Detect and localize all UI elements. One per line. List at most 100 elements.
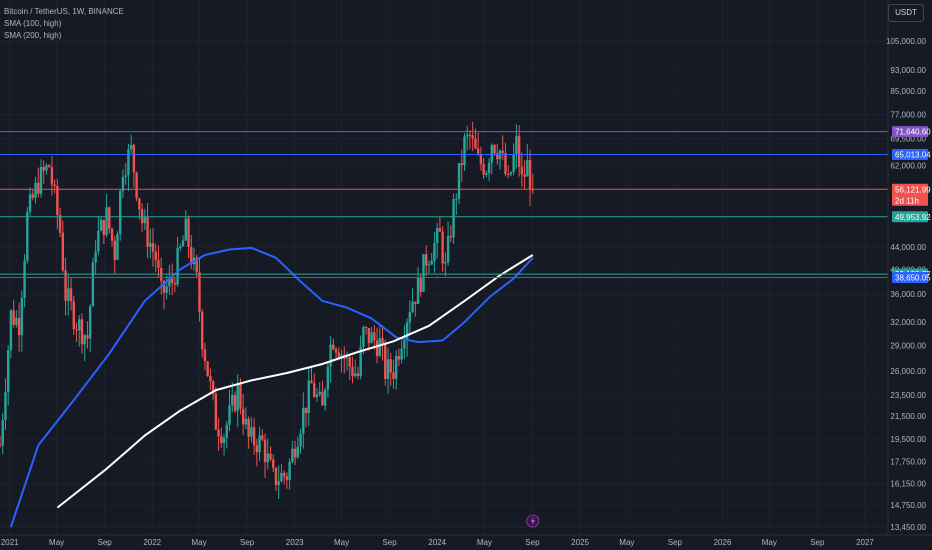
candle: [244, 407, 248, 430]
candle-body: [119, 191, 122, 234]
x-tick-label: May: [192, 538, 207, 547]
level-badge-bg: [892, 183, 928, 206]
candle-body: [263, 439, 267, 463]
candle-body: [400, 348, 403, 360]
candle: [263, 433, 267, 478]
candle: [504, 142, 507, 177]
lightning-event-icon[interactable]: [526, 514, 540, 528]
candle-body: [362, 327, 365, 347]
candle-body: [356, 373, 360, 376]
candle-body: [203, 349, 207, 362]
y-tick-label: 26,000.00: [890, 367, 926, 376]
candle: [460, 149, 463, 182]
candle-body: [132, 144, 136, 173]
candle-body: [15, 317, 18, 325]
candle: [405, 318, 409, 357]
candle: [468, 129, 472, 150]
candle-body: [515, 135, 518, 154]
candle-body: [56, 185, 59, 215]
candle-body: [211, 381, 215, 394]
candle: [217, 417, 220, 451]
candle-body: [422, 254, 425, 292]
candle-body: [165, 286, 168, 293]
candle: [15, 310, 18, 328]
candle: [165, 275, 168, 300]
candle-body: [386, 359, 390, 379]
candle: [220, 427, 223, 448]
candle: [334, 346, 338, 359]
candle-body: [250, 427, 253, 437]
candle: [356, 366, 360, 380]
candle-body: [315, 394, 319, 398]
candle-body: [88, 306, 92, 339]
candle: [523, 160, 526, 189]
candle-body: [433, 243, 436, 262]
candle-body: [58, 214, 62, 233]
sma-100-line: [9, 246, 534, 528]
candle-body: [446, 235, 450, 263]
candle-body: [403, 340, 406, 349]
candle: [39, 159, 43, 198]
candle-body: [332, 344, 335, 350]
x-tick-label: Sep: [668, 538, 683, 547]
candle-body: [367, 327, 371, 344]
symbol-title[interactable]: Bitcoin / TetherUS, 1W, BINANCE: [4, 7, 124, 16]
sma-100-legend[interactable]: SMA (100, high): [4, 19, 62, 28]
candle-body: [375, 340, 379, 357]
candle-body: [280, 472, 283, 482]
candle: [419, 274, 422, 297]
candle-body: [135, 172, 138, 199]
candle: [466, 125, 469, 151]
candle: [397, 348, 401, 366]
x-tick-label: Sep: [525, 538, 540, 547]
candle: [348, 353, 351, 380]
candle-body: [452, 199, 455, 238]
candle-body: [64, 270, 67, 301]
candle: [28, 187, 32, 216]
candle: [42, 160, 45, 184]
candle-body: [427, 264, 431, 266]
candle: [99, 217, 103, 232]
candle-body: [86, 335, 89, 339]
candle-body: [72, 301, 75, 330]
candle-body: [416, 277, 420, 304]
candle-body: [384, 344, 387, 379]
candle: [304, 407, 308, 428]
candle: [67, 273, 70, 316]
candle: [94, 240, 97, 275]
candle-body: [370, 332, 373, 344]
candle: [457, 163, 461, 204]
candle: [512, 143, 515, 176]
candle-body: [4, 392, 7, 421]
candle-body: [326, 366, 330, 390]
candle: [463, 133, 466, 171]
level-badge-label: 56,121.99: [895, 185, 931, 194]
candle: [140, 203, 144, 233]
candle: [329, 335, 332, 383]
candles: [0, 121, 534, 500]
candle: [252, 418, 256, 455]
candle: [12, 299, 15, 328]
candle-body: [351, 366, 354, 377]
y-tick-label: 85,000.00: [890, 87, 926, 96]
candle: [6, 345, 10, 406]
candle: [61, 220, 65, 273]
candle-body: [359, 346, 362, 376]
candle-body: [261, 435, 264, 440]
candle: [250, 417, 253, 443]
candle-body: [293, 448, 297, 458]
candle: [354, 359, 357, 378]
sma-200-legend[interactable]: SMA (200, high): [4, 31, 62, 40]
candle: [91, 258, 95, 307]
candle: [34, 176, 37, 204]
candle: [26, 207, 29, 264]
y-tick-label: 14,750.00: [890, 501, 926, 510]
candle: [435, 223, 439, 259]
candle: [86, 321, 89, 349]
currency-button[interactable]: USDT: [888, 4, 924, 22]
candle-body: [304, 407, 308, 414]
x-tick-label: 2022: [143, 538, 161, 547]
candle-body: [108, 207, 111, 229]
candle: [228, 390, 231, 432]
